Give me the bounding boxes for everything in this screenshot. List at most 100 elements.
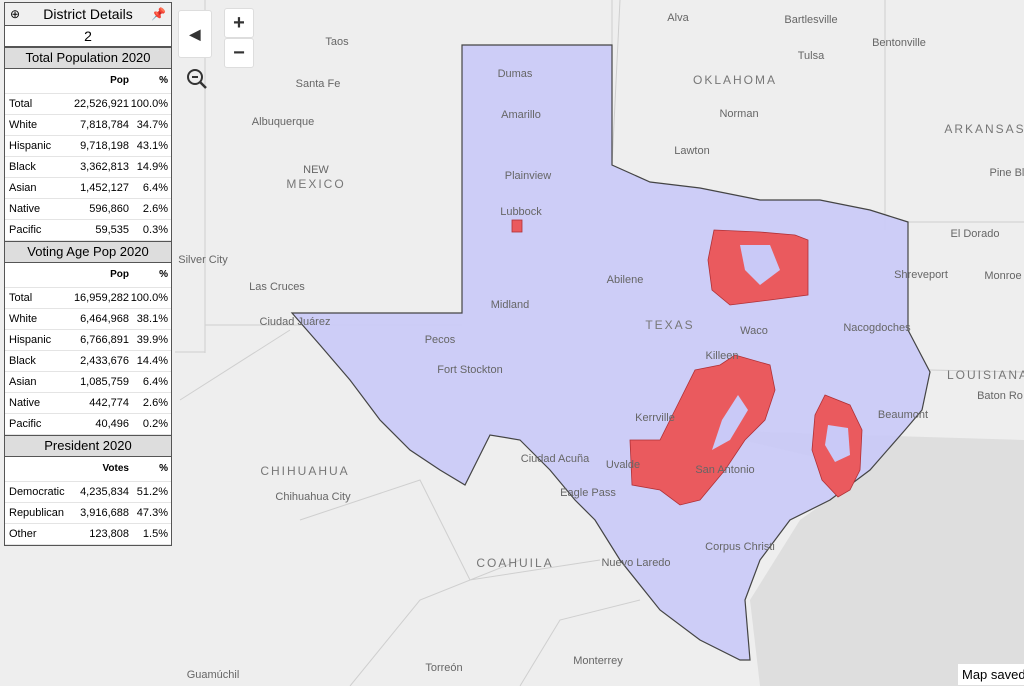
cell: 14.4% (136, 355, 168, 367)
panel-header: ⊕ District Details 📌 (5, 3, 171, 26)
table-row: Democratic 4,235,834 51.2% (5, 482, 171, 503)
column-label: % (159, 75, 168, 86)
place-label: Waco (740, 325, 768, 337)
cell: Other (9, 528, 37, 540)
cell: 38.1% (136, 313, 168, 325)
cell: 22,526,921 (73, 98, 129, 110)
cell: 6.4% (142, 376, 168, 388)
zoom-icon[interactable]: ⊕ (10, 7, 21, 21)
place-label: Chihuahua City (275, 491, 351, 503)
place-label: Abilene (607, 274, 644, 286)
cell: 4,235,834 (80, 486, 129, 498)
table-row: Native 596,860 2.6% (5, 199, 171, 220)
place-label: Fort Stockton (437, 364, 502, 376)
zoom-extent[interactable] (184, 66, 210, 92)
cell: Native (9, 397, 41, 409)
place-label: Uvalde (606, 459, 640, 471)
column-label: % (159, 463, 168, 474)
column-header: Pop% (5, 69, 171, 94)
place-label: Corpus Christi (705, 541, 775, 553)
cell: Pacific (9, 418, 42, 430)
table-row: Other 123,808 1.5% (5, 524, 171, 545)
district-panel: ⊕ District Details 📌 2 Total Population … (4, 2, 172, 546)
place-label: Baton Ro (977, 390, 1023, 402)
cell: Black (9, 161, 36, 173)
place-label: Las Cruces (249, 281, 305, 293)
cell: 2,433,676 (80, 355, 129, 367)
zoom-in[interactable]: + (224, 8, 254, 38)
place-label: Beaumont (878, 409, 928, 421)
cell: 100.0% (130, 292, 168, 304)
cell: 16,959,282 (73, 292, 129, 304)
column-label: % (159, 269, 168, 280)
cell: White (9, 119, 38, 131)
place-label: Norman (719, 108, 758, 120)
place-label: Ciudad Acuña (521, 453, 590, 465)
table-row: Total 16,959,282 100.0% (5, 288, 171, 309)
column-header: Pop% (5, 263, 171, 288)
panel-title: District Details (43, 6, 133, 22)
place-label: Albuquerque (252, 116, 314, 128)
place-label: Kerrville (635, 412, 675, 424)
pin-icon[interactable]: 📌 (151, 7, 166, 21)
place-label: Dumas (498, 68, 533, 80)
place-label: Taos (325, 36, 349, 48)
section-title: Total Population 2020 (5, 47, 171, 69)
cell: 39.9% (136, 334, 168, 346)
cell: Total (9, 292, 33, 304)
status: Map saved (958, 664, 1024, 685)
cell: 51.2% (136, 486, 168, 498)
table-row: Hispanic 9,718,198 43.1% (5, 136, 171, 157)
table-row: Republican 3,916,688 47.3% (5, 503, 171, 524)
place-label: Lawton (674, 145, 709, 157)
place-label: MEXICO (286, 177, 345, 191)
place-label: Alva (667, 12, 689, 24)
place-label: Nacogdoches (843, 322, 911, 334)
section-title: President 2020 (5, 435, 171, 457)
cell: Pacific (9, 224, 42, 236)
place-label: COAHUILA (476, 556, 553, 570)
place-label: LOUISIANA (947, 368, 1024, 382)
cell: Democratic (9, 486, 65, 498)
cell: 2.6% (142, 203, 168, 215)
cell: 7,818,784 (80, 119, 129, 131)
column-label: Pop (110, 269, 129, 280)
collapse-button[interactable]: ◀ (178, 10, 212, 58)
place-label: Pecos (425, 334, 456, 346)
sections: Total Population 2020 Pop% Total 22,526,921… (5, 47, 171, 545)
cell: 442,774 (89, 397, 129, 409)
place-label: Santa Fe (296, 78, 341, 90)
zoom-out[interactable]: − (224, 38, 254, 68)
place-label: Torreón (425, 662, 462, 674)
place-label: Tulsa (798, 50, 825, 62)
table-row: Black 2,433,676 14.4% (5, 351, 171, 372)
table-row: White 7,818,784 34.7% (5, 115, 171, 136)
cell: 43.1% (136, 140, 168, 152)
table-row: Asian 1,085,759 6.4% (5, 372, 171, 393)
place-label: Lubbock (500, 206, 542, 218)
table-row: Native 442,774 2.6% (5, 393, 171, 414)
table-row: Pacific 40,496 0.2% (5, 414, 171, 435)
place-label: TEXAS (645, 318, 694, 332)
table-row: Total 22,526,921 100.0% (5, 94, 171, 115)
column-label: Votes (102, 463, 130, 474)
column-label: Pop (110, 75, 129, 86)
texas-district[interactable] (290, 44, 931, 661)
place-label: San Antonio (695, 464, 754, 476)
gulf (700, 430, 1024, 686)
place-label: NEW (303, 164, 329, 176)
place-label: Eagle Pass (560, 487, 616, 499)
cell: 34.7% (136, 119, 168, 131)
cell: Black (9, 355, 36, 367)
table-row: Asian 1,452,127 6.4% (5, 178, 171, 199)
place-label: Monroe (984, 270, 1021, 282)
cell: 6,464,968 (80, 313, 129, 325)
place-label: OKLAHOMA (693, 73, 777, 87)
place-label: CHIHUAHUA (260, 464, 349, 478)
cell: 0.2% (142, 418, 168, 430)
cell: Republican (9, 507, 65, 519)
place-label: Midland (491, 299, 530, 311)
cell: 3,916,688 (80, 507, 129, 519)
